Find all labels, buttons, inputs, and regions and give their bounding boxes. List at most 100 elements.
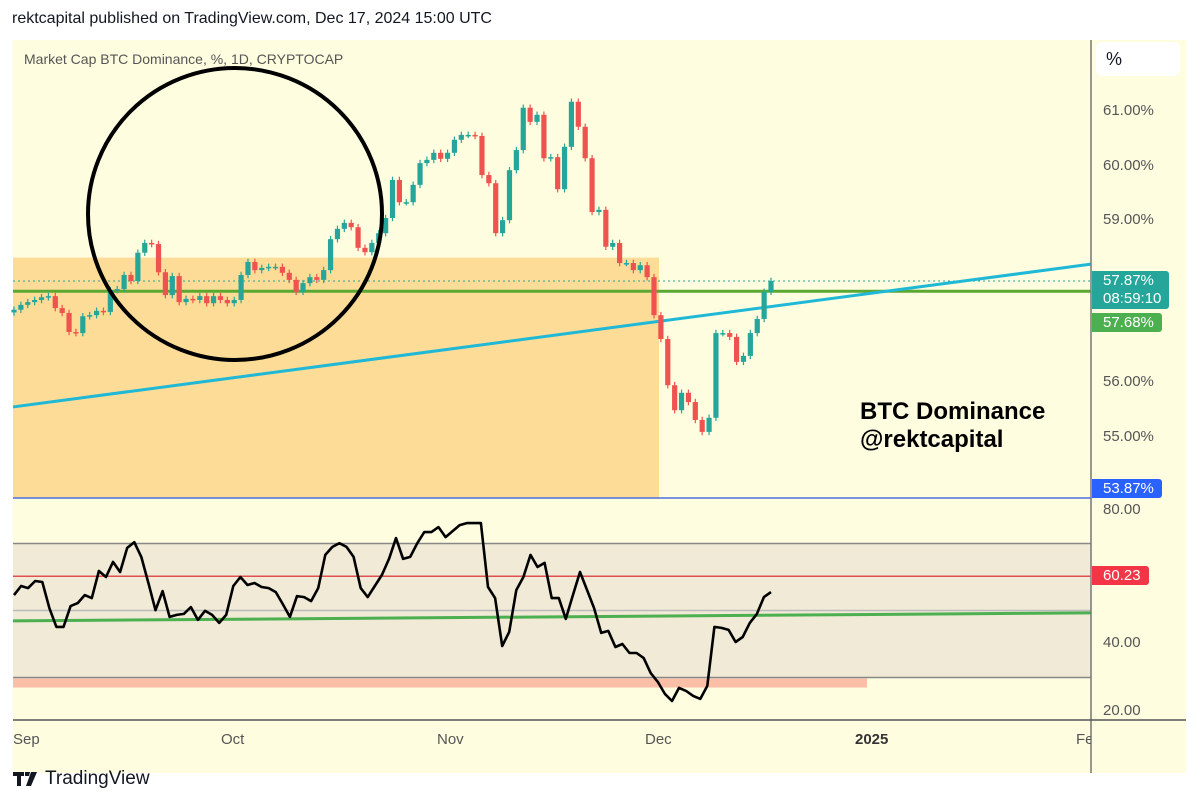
candle-body xyxy=(506,170,513,221)
candle-body xyxy=(238,274,244,300)
last-price-value: 57.87% xyxy=(1103,272,1154,289)
candle xyxy=(623,259,630,267)
time-tick: 2025 xyxy=(855,731,889,748)
candle xyxy=(52,292,58,312)
candle-body xyxy=(410,184,416,203)
candle xyxy=(458,131,464,144)
candle xyxy=(321,266,327,284)
candle xyxy=(479,132,485,179)
candle xyxy=(300,279,306,296)
candle-body xyxy=(665,339,671,386)
published-header: rektcapital published on TradingView.com… xyxy=(12,10,492,27)
candle-body xyxy=(66,312,72,333)
candle xyxy=(80,312,86,337)
candle xyxy=(66,309,72,336)
candle xyxy=(362,244,368,256)
candle-body xyxy=(713,333,719,418)
candle xyxy=(327,235,334,274)
candle xyxy=(513,146,519,174)
candle xyxy=(121,271,127,293)
candle xyxy=(699,416,705,436)
candle xyxy=(761,288,767,323)
candle-body xyxy=(500,220,506,234)
candle-body xyxy=(307,277,313,284)
time-tick: Oct xyxy=(221,731,245,748)
candle-body xyxy=(465,134,471,137)
candle xyxy=(672,381,678,414)
candle-body xyxy=(589,158,595,212)
candle-body xyxy=(121,274,127,290)
candle xyxy=(582,123,588,162)
candle-body xyxy=(644,265,650,278)
candle xyxy=(727,329,733,341)
candle xyxy=(603,206,609,251)
candle-body xyxy=(224,299,230,304)
candle-body xyxy=(293,279,299,292)
candle-body xyxy=(45,296,52,298)
candle xyxy=(713,329,719,422)
level-tag: 57.68% xyxy=(1092,313,1162,332)
candle-body xyxy=(534,114,540,122)
price-tick: 59.00% xyxy=(1103,211,1154,228)
candle xyxy=(720,329,726,337)
candle-body xyxy=(176,276,182,303)
candle-body xyxy=(651,277,657,316)
candle-body xyxy=(568,101,575,147)
candle-body xyxy=(582,126,588,159)
candle-body xyxy=(38,297,45,300)
candle xyxy=(733,333,740,366)
candle-body xyxy=(706,417,712,432)
candle-body xyxy=(18,304,24,310)
price-tick: 61.00% xyxy=(1103,102,1154,119)
candle-body xyxy=(128,274,134,281)
candle-body xyxy=(403,202,409,204)
candle-body xyxy=(596,209,602,212)
rsi-line xyxy=(12,521,772,703)
candle xyxy=(183,295,189,306)
candle xyxy=(506,166,513,224)
candle-body xyxy=(692,402,698,420)
time-tick: Nov xyxy=(437,731,464,748)
candle xyxy=(451,136,458,157)
candle xyxy=(692,398,698,424)
candle-body xyxy=(348,222,354,228)
candle-body xyxy=(135,252,141,281)
candle-body xyxy=(472,134,478,137)
candle-body xyxy=(431,152,437,160)
candle-body xyxy=(479,135,485,176)
candle-body xyxy=(11,309,17,313)
candle-body xyxy=(321,270,327,280)
tradingview-logo[interactable]: TradingView xyxy=(13,768,150,790)
candle-body xyxy=(747,333,753,356)
candle-body xyxy=(513,150,519,171)
candle-body xyxy=(155,244,162,273)
candle-body xyxy=(438,152,444,159)
candle xyxy=(534,111,540,126)
candle-body xyxy=(59,308,65,313)
candle xyxy=(768,277,774,296)
candle xyxy=(238,271,244,304)
candle-body xyxy=(623,263,630,265)
trendline xyxy=(12,262,1092,409)
candle xyxy=(272,263,279,271)
candle xyxy=(142,239,148,256)
candle-body xyxy=(610,242,616,247)
candle xyxy=(431,149,437,164)
candle xyxy=(266,263,272,272)
candle xyxy=(383,214,389,237)
candle-body xyxy=(362,247,368,253)
rsi-low-zone xyxy=(13,678,867,688)
candle xyxy=(100,307,107,316)
percent-scale-button[interactable]: % xyxy=(1096,42,1180,76)
price-tick: 60.00% xyxy=(1103,157,1154,174)
rsi-level-tag: 60.23 xyxy=(1092,566,1149,585)
candle xyxy=(561,143,568,193)
symbol-legend: Market Cap BTC Dominance, %, 1D, CRYPTOC… xyxy=(24,51,344,67)
candle xyxy=(630,259,636,274)
candle-body xyxy=(334,228,341,240)
tradingview-logo-icon xyxy=(13,772,37,786)
candle xyxy=(155,240,162,276)
candle xyxy=(45,292,52,301)
time-tick: Dec xyxy=(645,731,672,748)
